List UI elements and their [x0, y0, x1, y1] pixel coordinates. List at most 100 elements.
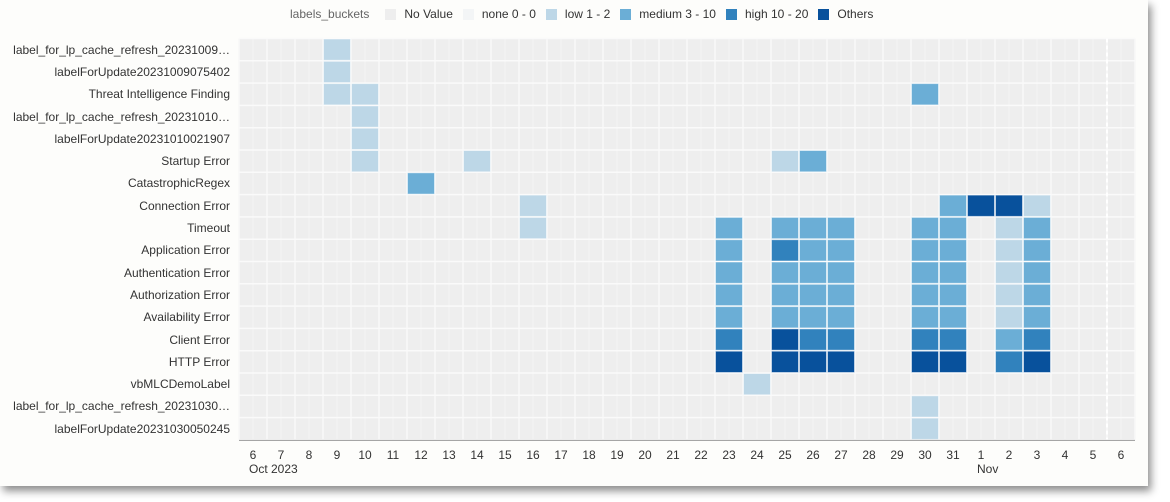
heatmap-cell[interactable] — [323, 38, 351, 61]
x-axis-tick-label: 9 — [333, 448, 341, 462]
heatmap-cell[interactable] — [743, 373, 771, 396]
heatmap-cell[interactable] — [463, 150, 491, 173]
heatmap-cell[interactable] — [827, 328, 855, 351]
heatmap-cell[interactable] — [939, 261, 967, 284]
heatmap-cell[interactable] — [351, 127, 379, 150]
legend-item[interactable]: medium 3 - 10 — [620, 7, 716, 21]
heatmap-cell[interactable] — [771, 239, 799, 262]
heatmap-cell[interactable] — [407, 172, 435, 195]
heatmap-cell[interactable] — [715, 239, 743, 262]
legend-item[interactable]: low 1 - 2 — [545, 7, 610, 21]
x-axis-tick-label: 21 — [666, 448, 680, 462]
heatmap-cell[interactable] — [911, 283, 939, 307]
heatmap-cell[interactable] — [715, 216, 743, 240]
heatmap-cell[interactable] — [911, 350, 939, 374]
heatmap-cell[interactable] — [519, 194, 547, 217]
heatmap-cell[interactable] — [939, 194, 967, 217]
heatmap-cell[interactable] — [995, 194, 1023, 217]
heatmap-cell[interactable] — [911, 216, 939, 240]
heatmap-cell[interactable] — [939, 328, 967, 351]
heatmap-cell[interactable] — [995, 239, 1023, 262]
legend-item[interactable]: high 10 - 20 — [725, 7, 808, 21]
heatmap-cell[interactable] — [771, 306, 799, 329]
heatmap-cell[interactable] — [911, 306, 939, 329]
heatmap-cell[interactable] — [939, 216, 967, 240]
legend-item[interactable]: No Value — [385, 7, 453, 21]
heatmap-cell[interactable] — [323, 60, 351, 84]
legend-item[interactable]: Others — [818, 7, 873, 21]
heatmap-cell[interactable] — [715, 283, 743, 307]
heatmap-cell[interactable] — [715, 328, 743, 351]
heatmap-cell[interactable] — [323, 83, 351, 106]
legend-item[interactable]: none 0 - 0 — [462, 7, 536, 21]
heatmap-cell[interactable] — [995, 306, 1023, 329]
heatmap-cell[interactable] — [1023, 261, 1051, 284]
heatmap-cell[interactable] — [771, 328, 799, 351]
legend-label: Others — [837, 7, 874, 21]
heatmap-cell[interactable] — [771, 350, 799, 374]
heatmap-cell[interactable] — [1023, 328, 1051, 351]
heatmap-cell[interactable] — [771, 216, 799, 240]
heatmap-cell[interactable] — [827, 261, 855, 284]
heatmap-cell[interactable] — [939, 306, 967, 329]
heatmap-cell[interactable] — [995, 328, 1023, 351]
heatmap-cell[interactable] — [995, 350, 1023, 374]
heatmap-cell[interactable] — [351, 150, 379, 173]
heatmap-cell[interactable] — [911, 239, 939, 262]
heatmap-cell[interactable] — [911, 83, 939, 106]
heatmap-cell[interactable] — [1023, 283, 1051, 307]
heatmap-cell[interactable] — [827, 239, 855, 262]
x-axis-tick-label: 6 — [1117, 448, 1125, 462]
heatmap-cell[interactable] — [799, 150, 827, 173]
heatmap-cell[interactable] — [967, 194, 995, 217]
heatmap-cell[interactable] — [771, 150, 799, 173]
heatmap-cell[interactable] — [1023, 350, 1051, 374]
y-axis-label: labelForUpdate20231030050245 — [54, 421, 230, 436]
heatmap-cell[interactable] — [771, 283, 799, 307]
heatmap-cell[interactable] — [939, 283, 967, 307]
heatmap-cell[interactable] — [1023, 194, 1051, 217]
heatmap-cell[interactable] — [939, 350, 967, 374]
heatmap-cell[interactable] — [827, 283, 855, 307]
x-axis-tick-label: 26 — [806, 448, 820, 462]
y-axis-label: label_for_lp_cache_refresh_20231030… — [13, 399, 230, 414]
heatmap-cell[interactable] — [519, 216, 547, 240]
heatmap-cell[interactable] — [1023, 216, 1051, 240]
legend-swatch — [462, 8, 474, 20]
y-axis-label: Authorization Error — [129, 287, 230, 302]
heatmap-cell[interactable] — [715, 306, 743, 329]
heatmap-cell[interactable] — [995, 261, 1023, 284]
heatmap-cell[interactable] — [1023, 306, 1051, 329]
heatmap-cell[interactable] — [1023, 239, 1051, 262]
heatmap-cell[interactable] — [715, 350, 743, 374]
heatmap-cell[interactable] — [911, 261, 939, 284]
y-axis-label: label_for_lp_cache_refresh_20231010… — [13, 109, 230, 124]
heatmap-cell[interactable] — [351, 105, 379, 128]
heatmap-cell[interactable] — [799, 239, 827, 262]
heatmap-cell[interactable] — [995, 283, 1023, 307]
heatmap-cell[interactable] — [827, 350, 855, 374]
y-axis-label: Client Error — [169, 332, 230, 347]
y-axis-label: CatastrophicRegex — [127, 176, 230, 191]
heatmap-cell[interactable] — [911, 395, 939, 418]
legend-label: medium 3 - 10 — [639, 7, 716, 21]
heatmap-cell[interactable] — [799, 283, 827, 307]
heatmap-cell[interactable] — [715, 261, 743, 284]
y-axis-label: label_for_lp_cache_refresh_20231009… — [13, 42, 230, 57]
heatmap-cell[interactable] — [995, 216, 1023, 240]
heatmap-cell[interactable] — [799, 261, 827, 284]
heatmap-cell[interactable] — [771, 261, 799, 284]
heatmap-cell[interactable] — [351, 83, 379, 106]
heatmap-cell[interactable] — [799, 306, 827, 329]
heatmap-cell[interactable] — [911, 328, 939, 351]
heatmap-cell[interactable] — [799, 328, 827, 351]
heatmap-cell[interactable] — [799, 216, 827, 240]
heatmap-cell[interactable] — [827, 306, 855, 329]
x-axis-tick-label: 31 — [946, 448, 960, 462]
x-axis-tick-label: 22 — [694, 448, 708, 462]
heatmap-cell[interactable] — [799, 350, 827, 374]
heatmap-cell[interactable] — [939, 239, 967, 262]
heatmap-cell[interactable] — [911, 417, 939, 440]
heatmap-cell[interactable] — [827, 216, 855, 240]
